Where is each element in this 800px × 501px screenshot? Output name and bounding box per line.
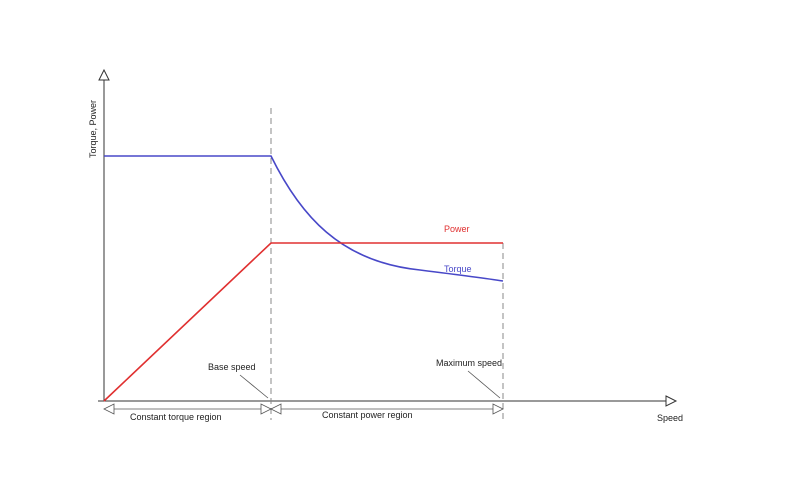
x-axis-arrow (665, 395, 678, 407)
torque-curve (104, 155, 504, 282)
base-speed-label: Base speed (208, 362, 256, 372)
constant-power-left-arrow (270, 403, 282, 415)
torque-curve-label: Torque (444, 264, 472, 274)
power-curve-label: Power (444, 224, 470, 234)
constant-power-region-label: Constant power region (322, 410, 413, 420)
y-axis-label: Torque, Power (88, 100, 98, 158)
constant-torque-right-arrow (260, 403, 272, 415)
base-speed-leader (239, 374, 269, 399)
power-curve (103, 242, 503, 402)
constant-power-right-arrow (492, 403, 504, 415)
y-axis-arrow (98, 68, 110, 81)
maximum-speed-leader (467, 370, 501, 399)
constant-torque-region-label: Constant torque region (130, 412, 222, 422)
constant-torque-left-arrow (103, 403, 115, 415)
x-axis-label: Speed (657, 413, 683, 423)
maximum-speed-label: Maximum speed (436, 358, 502, 368)
